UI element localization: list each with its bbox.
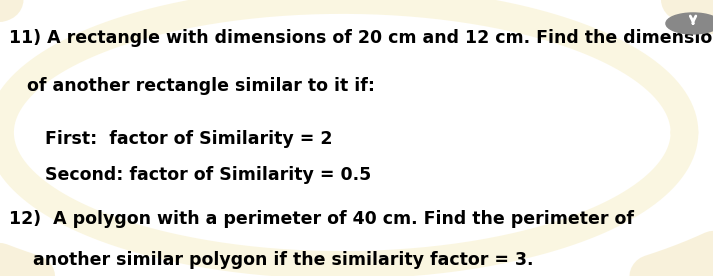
- Circle shape: [666, 13, 713, 34]
- Text: First:  factor of Similarity = 2: First: factor of Similarity = 2: [9, 130, 333, 148]
- Text: another similar polygon if the similarity factor = 3.: another similar polygon if the similarit…: [9, 251, 534, 269]
- Text: 12)  A polygon with a perimeter of 40 cm. Find the perimeter of: 12) A polygon with a perimeter of 40 cm.…: [9, 210, 635, 228]
- Text: Second: factor of Similarity = 0.5: Second: factor of Similarity = 0.5: [9, 166, 371, 184]
- Text: of another rectangle similar to it if:: of another rectangle similar to it if:: [9, 77, 375, 95]
- Text: 11) A rectangle with dimensions of 20 cm and 12 cm. Find the dimension: 11) A rectangle with dimensions of 20 cm…: [9, 29, 713, 47]
